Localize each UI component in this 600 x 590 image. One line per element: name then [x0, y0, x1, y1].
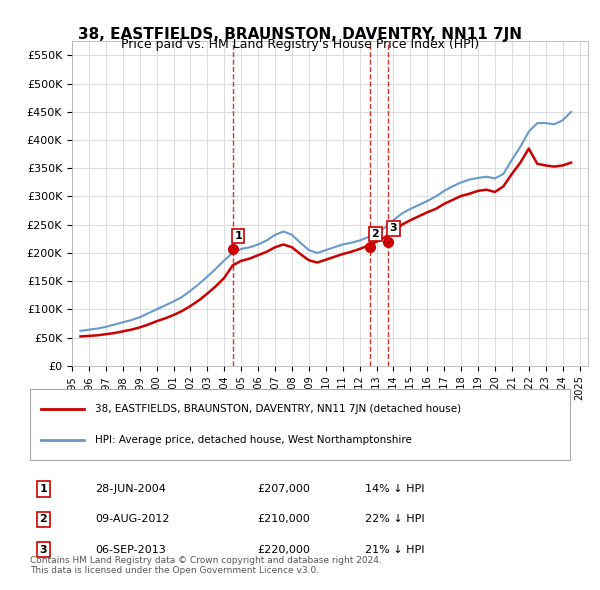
Text: 22% ↓ HPI: 22% ↓ HPI	[365, 514, 424, 525]
Text: 1: 1	[234, 231, 242, 241]
Text: 06-SEP-2013: 06-SEP-2013	[95, 545, 166, 555]
Text: 09-AUG-2012: 09-AUG-2012	[95, 514, 169, 525]
Text: 2: 2	[371, 229, 379, 239]
Text: 28-JUN-2004: 28-JUN-2004	[95, 484, 166, 494]
Text: 1: 1	[40, 484, 47, 494]
Text: £220,000: £220,000	[257, 545, 310, 555]
Text: 38, EASTFIELDS, BRAUNSTON, DAVENTRY, NN11 7JN: 38, EASTFIELDS, BRAUNSTON, DAVENTRY, NN1…	[78, 27, 522, 41]
Text: 14% ↓ HPI: 14% ↓ HPI	[365, 484, 424, 494]
Text: Price paid vs. HM Land Registry's House Price Index (HPI): Price paid vs. HM Land Registry's House …	[121, 38, 479, 51]
Text: 3: 3	[40, 545, 47, 555]
Text: 38, EASTFIELDS, BRAUNSTON, DAVENTRY, NN11 7JN (detached house): 38, EASTFIELDS, BRAUNSTON, DAVENTRY, NN1…	[95, 404, 461, 414]
Text: 21% ↓ HPI: 21% ↓ HPI	[365, 545, 424, 555]
Text: 2: 2	[40, 514, 47, 525]
Text: 3: 3	[390, 224, 397, 234]
Text: £210,000: £210,000	[257, 514, 310, 525]
Text: HPI: Average price, detached house, West Northamptonshire: HPI: Average price, detached house, West…	[95, 435, 412, 445]
Text: Contains HM Land Registry data © Crown copyright and database right 2024.
This d: Contains HM Land Registry data © Crown c…	[30, 556, 382, 575]
Text: £207,000: £207,000	[257, 484, 310, 494]
